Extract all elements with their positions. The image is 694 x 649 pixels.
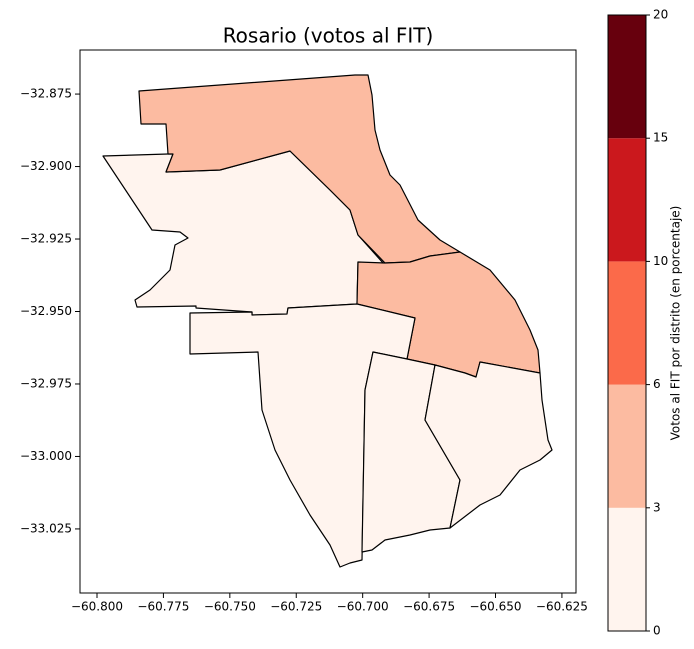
colorbar-segment [608, 15, 646, 139]
colorbar-frame [607, 14, 647, 632]
x-tick-label: −60.675 [403, 600, 455, 614]
x-tick-label: −60.725 [270, 600, 322, 614]
y-tick-label: −33.025 [20, 521, 72, 535]
chart-title: Rosario (votos al FIT) [223, 24, 434, 48]
x-tick-label: −60.650 [469, 600, 521, 614]
y-tick-label: −32.925 [20, 232, 72, 246]
x-tick-label: −60.700 [337, 600, 389, 614]
axes-frame [79, 49, 577, 594]
colorbar-segment [608, 507, 646, 631]
x-tick-label: −60.750 [204, 600, 256, 614]
colorbar-tick-label: 0 [653, 624, 661, 638]
colorbar-tick-label: 15 [653, 131, 668, 145]
y-tick-label: −32.875 [20, 87, 72, 101]
y-tick-label: −32.975 [20, 376, 72, 390]
x-tick-label: −60.625 [536, 600, 588, 614]
colorbar-tick-label: 6 [653, 377, 661, 391]
x-tick-label: −60.775 [137, 600, 189, 614]
colorbar-tick-label: 3 [653, 500, 661, 514]
colorbar-tick-label: 10 [653, 254, 668, 268]
y-tick-label: −32.900 [20, 159, 72, 173]
colorbar-tick-label: 20 [653, 8, 668, 22]
colorbar-segment [608, 138, 646, 262]
x-tick-label: −60.800 [71, 600, 123, 614]
colorbar-label: Votos al FIT por distrito (en porcentaje… [669, 206, 683, 441]
y-tick-label: −33.000 [20, 449, 72, 463]
colorbar-segment [608, 384, 646, 508]
district [424, 361, 553, 529]
colorbar-segment [608, 261, 646, 385]
district [189, 303, 416, 568]
y-tick-label: −32.950 [20, 304, 72, 318]
